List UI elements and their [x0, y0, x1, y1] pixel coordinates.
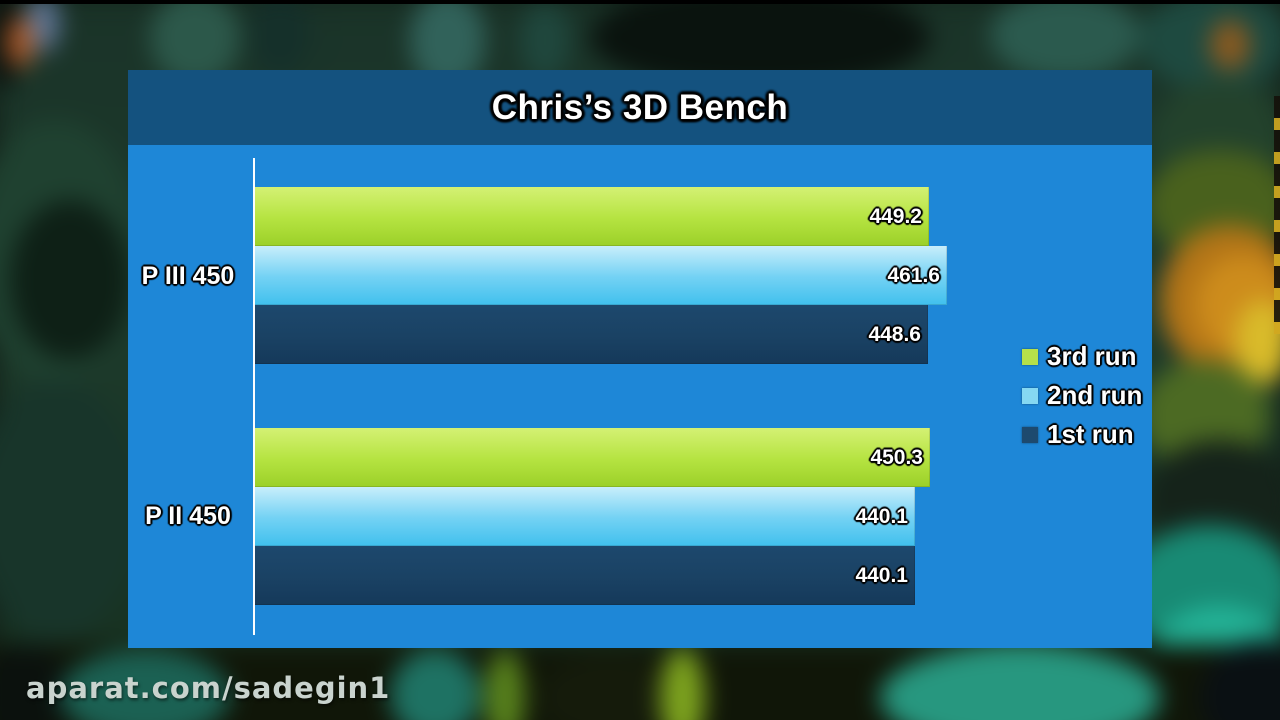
legend-swatch [1022, 348, 1038, 365]
y-axis-line [253, 158, 255, 635]
legend-item: 2nd run [1022, 376, 1142, 415]
bar-value-label: 448.6 [868, 322, 921, 346]
legend-label: 2nd run [1047, 380, 1143, 410]
legend: 3rd run 2nd run 1st run [1022, 337, 1142, 454]
bar-1st-run: 440.1 [255, 546, 915, 605]
bar-2nd-run: 440.1 [255, 487, 915, 546]
chart-title: Chris’s 3D Bench [491, 87, 789, 127]
bg-blob [540, 655, 680, 720]
bar-group: 449.2 461.6 448.6 [255, 187, 947, 364]
bar-value-label: 440.1 [855, 504, 908, 528]
chart-header: Chris’s 3D Bench [128, 70, 1152, 145]
top-black-strip [0, 0, 1280, 4]
bg-blob [250, 0, 310, 75]
bg-blob [485, 650, 525, 720]
legend-label: 3rd run [1047, 341, 1137, 371]
category-label: P II 450 [145, 502, 231, 530]
bg-blob [880, 645, 1160, 720]
bar-3rd-run: 450.3 [255, 428, 930, 487]
bg-blob [1210, 20, 1250, 70]
category-label: P III 450 [141, 262, 235, 290]
bg-blob [660, 648, 705, 720]
legend-swatch [1022, 387, 1038, 404]
bg-blob [0, 380, 140, 640]
game-hud-edge-strip [1274, 96, 1280, 334]
bg-blob [390, 650, 480, 720]
benchmark-chart-panel: Chris’s 3D Bench 3rd run 2nd run 1st run 4… [128, 70, 1152, 648]
watermark: aparat.com/sadegin1 [26, 671, 391, 705]
bg-blob [10, 200, 130, 360]
bar-2nd-run: 461.6 [255, 246, 947, 305]
legend-item: 3rd run [1022, 337, 1142, 376]
plot-area: 3rd run 2nd run 1st run 449.2 461.6 448.6 P I… [128, 70, 1152, 648]
bar-3rd-run: 449.2 [255, 187, 929, 246]
bg-blob [520, 0, 570, 80]
bar-value-label: 461.6 [887, 263, 940, 287]
bar-group: 450.3 440.1 440.1 [255, 428, 930, 605]
bg-blob [990, 0, 1140, 80]
legend-swatch [1022, 426, 1038, 443]
bar-1st-run: 448.6 [255, 305, 928, 364]
legend-item: 1st run [1022, 415, 1142, 454]
bg-blob [60, 650, 230, 720]
bar-value-label: 450.3 [870, 445, 923, 469]
legend-label: 1st run [1047, 419, 1134, 449]
bar-value-label: 440.1 [855, 563, 908, 587]
bg-blob [6, 16, 34, 68]
bar-value-label: 449.2 [869, 204, 922, 228]
